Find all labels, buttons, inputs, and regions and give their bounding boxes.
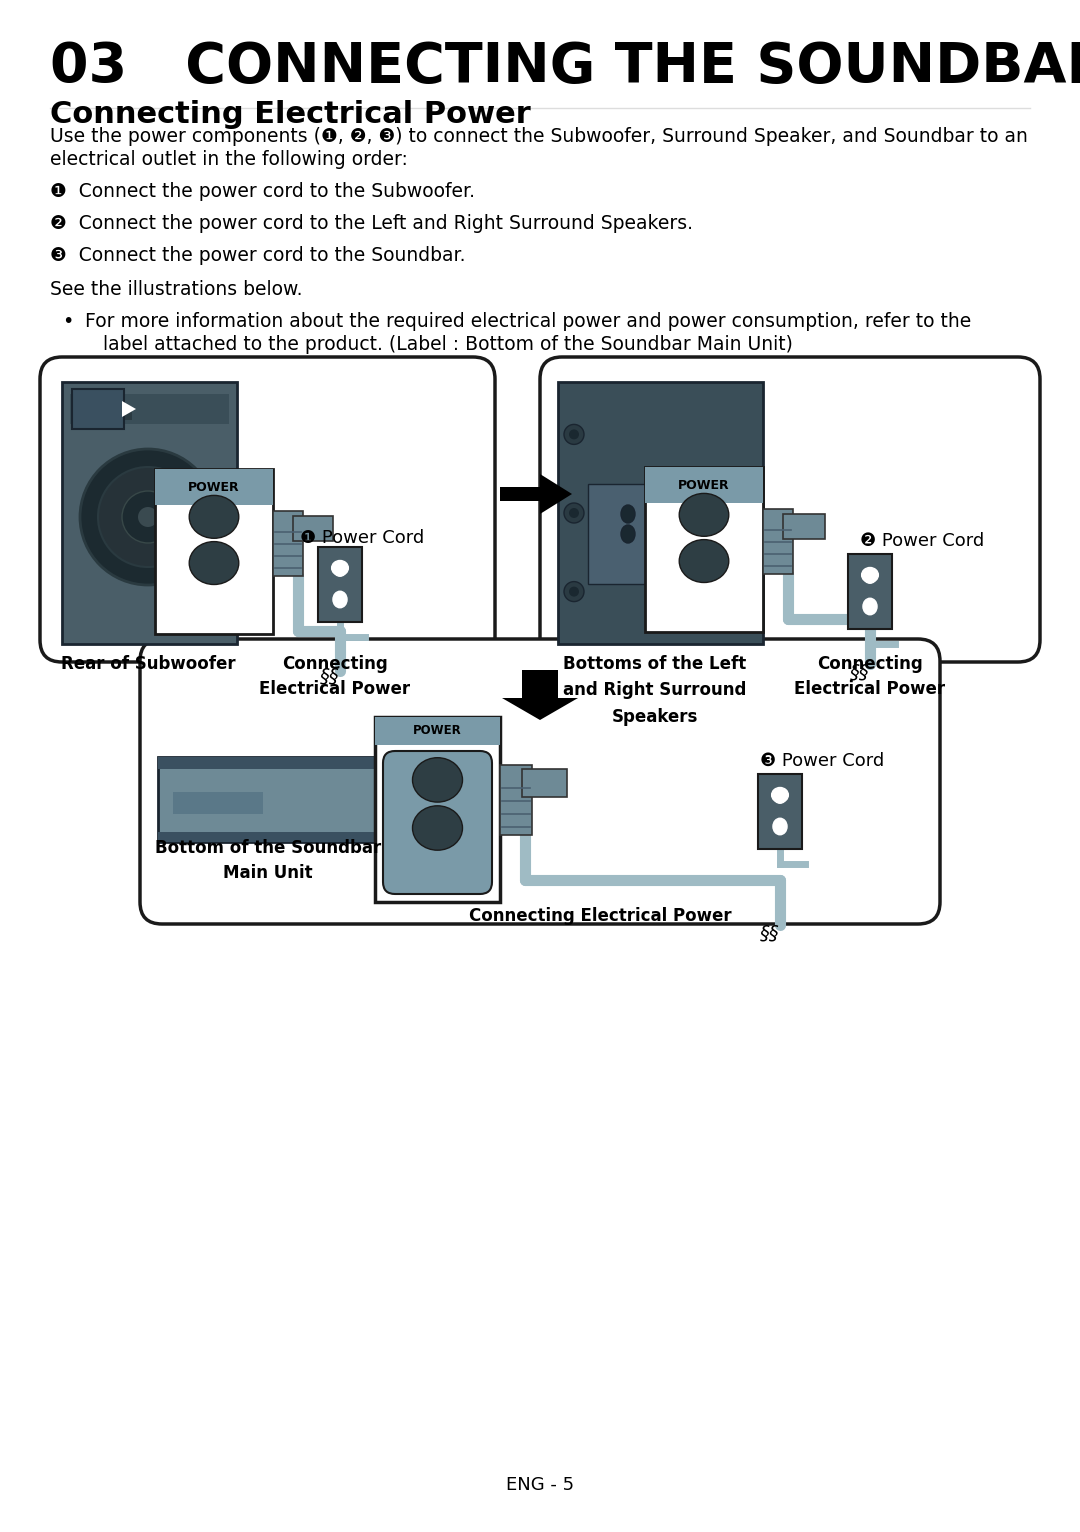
Bar [62, 381, 237, 643]
Text: Connecting
Electrical Power: Connecting Electrical Power [259, 656, 410, 699]
Text: Connecting
Electrical Power: Connecting Electrical Power [795, 656, 946, 699]
Ellipse shape [413, 806, 462, 850]
Bar [318, 547, 362, 622]
Bar [558, 381, 762, 643]
Circle shape [569, 509, 579, 518]
Ellipse shape [335, 565, 346, 576]
Bar [77, 408, 107, 421]
Circle shape [122, 490, 174, 542]
Text: For more information about the required electrical power and power consumption, : For more information about the required … [85, 313, 971, 331]
Text: Rear of Subwoofer: Rear of Subwoofer [60, 656, 235, 673]
Ellipse shape [679, 539, 729, 582]
Text: 03   CONNECTING THE SOUNDBAR: 03 CONNECTING THE SOUNDBAR [50, 40, 1080, 93]
Text: Connecting Electrical Power: Connecting Electrical Power [469, 907, 731, 925]
Text: ❸ Power Cord: ❸ Power Cord [760, 752, 885, 771]
Text: •: • [62, 313, 73, 331]
Bar [758, 774, 802, 849]
Ellipse shape [424, 798, 432, 806]
Text: §§: §§ [850, 662, 869, 682]
Text: POWER: POWER [414, 725, 462, 737]
Bar [293, 516, 333, 541]
Circle shape [453, 794, 464, 806]
Text: POWER: POWER [188, 481, 240, 493]
Bar [375, 717, 500, 745]
Bar [72, 389, 124, 429]
Bar [783, 515, 825, 539]
Bar [156, 469, 273, 634]
Polygon shape [502, 669, 578, 720]
FancyBboxPatch shape [383, 751, 492, 895]
Text: Use the power components (❶, ❷, ❸) to connect the Subwoofer, Surround Speaker, a: Use the power components (❶, ❷, ❸) to co… [50, 127, 1028, 146]
Text: label attached to the product. (Label : Bottom of the Soundbar Main Unit): label attached to the product. (Label : … [85, 336, 793, 354]
Circle shape [569, 429, 579, 440]
FancyBboxPatch shape [140, 639, 940, 924]
Polygon shape [500, 473, 572, 515]
Bar [158, 757, 488, 843]
Ellipse shape [773, 818, 787, 835]
Text: ENG - 5: ENG - 5 [505, 1475, 575, 1494]
Bar [522, 769, 567, 797]
Circle shape [138, 507, 158, 527]
Ellipse shape [413, 758, 462, 803]
Text: See the illustrations below.: See the illustrations below. [50, 280, 302, 299]
Ellipse shape [864, 573, 876, 584]
FancyBboxPatch shape [40, 357, 495, 662]
Text: ❸  Connect the power cord to the Soundbar.: ❸ Connect the power cord to the Soundbar… [50, 247, 465, 265]
Text: §§: §§ [760, 924, 780, 942]
Bar [156, 469, 273, 506]
Text: §§: §§ [321, 666, 340, 685]
Text: ❶ Power Cord: ❶ Power Cord [300, 529, 424, 547]
Bar [112, 411, 132, 420]
Bar [273, 512, 303, 576]
Text: electrical outlet in the following order:: electrical outlet in the following order… [50, 150, 408, 169]
Ellipse shape [332, 561, 349, 576]
Bar [158, 757, 488, 769]
Bar [70, 394, 229, 424]
Text: ❷ Power Cord: ❷ Power Cord [860, 532, 984, 550]
Circle shape [569, 587, 579, 596]
Ellipse shape [679, 493, 729, 536]
Bar [158, 832, 488, 843]
Ellipse shape [862, 567, 878, 582]
Ellipse shape [771, 787, 788, 803]
Bar [418, 784, 438, 812]
Bar [762, 509, 793, 574]
Bar [645, 467, 762, 633]
Circle shape [564, 502, 584, 522]
Text: ❶  Connect the power cord to the Subwoofer.: ❶ Connect the power cord to the Subwoofe… [50, 182, 475, 201]
Ellipse shape [189, 542, 239, 585]
Ellipse shape [863, 599, 877, 614]
Bar [375, 717, 500, 902]
Bar [645, 467, 762, 504]
Ellipse shape [189, 495, 239, 538]
Ellipse shape [424, 786, 432, 794]
Circle shape [98, 467, 198, 567]
Text: ❷  Connect the power cord to the Left and Right Surround Speakers.: ❷ Connect the power cord to the Left and… [50, 214, 693, 233]
Polygon shape [122, 401, 136, 417]
Ellipse shape [774, 792, 786, 803]
Bar [500, 766, 532, 835]
Bar [173, 792, 264, 813]
Ellipse shape [333, 591, 347, 608]
FancyBboxPatch shape [540, 357, 1040, 662]
Circle shape [564, 424, 584, 444]
Bar [588, 484, 669, 584]
Ellipse shape [621, 525, 635, 542]
Circle shape [80, 449, 216, 585]
Circle shape [564, 582, 584, 602]
Text: Bottoms of the Left
and Right Surround
Speakers: Bottoms of the Left and Right Surround S… [564, 656, 746, 726]
Ellipse shape [621, 506, 635, 522]
Text: Bottom of the Soundbar
Main Unit: Bottom of the Soundbar Main Unit [154, 840, 381, 882]
Bar [848, 555, 892, 630]
Text: Connecting Electrical Power: Connecting Electrical Power [50, 100, 530, 129]
Text: POWER: POWER [678, 478, 730, 492]
